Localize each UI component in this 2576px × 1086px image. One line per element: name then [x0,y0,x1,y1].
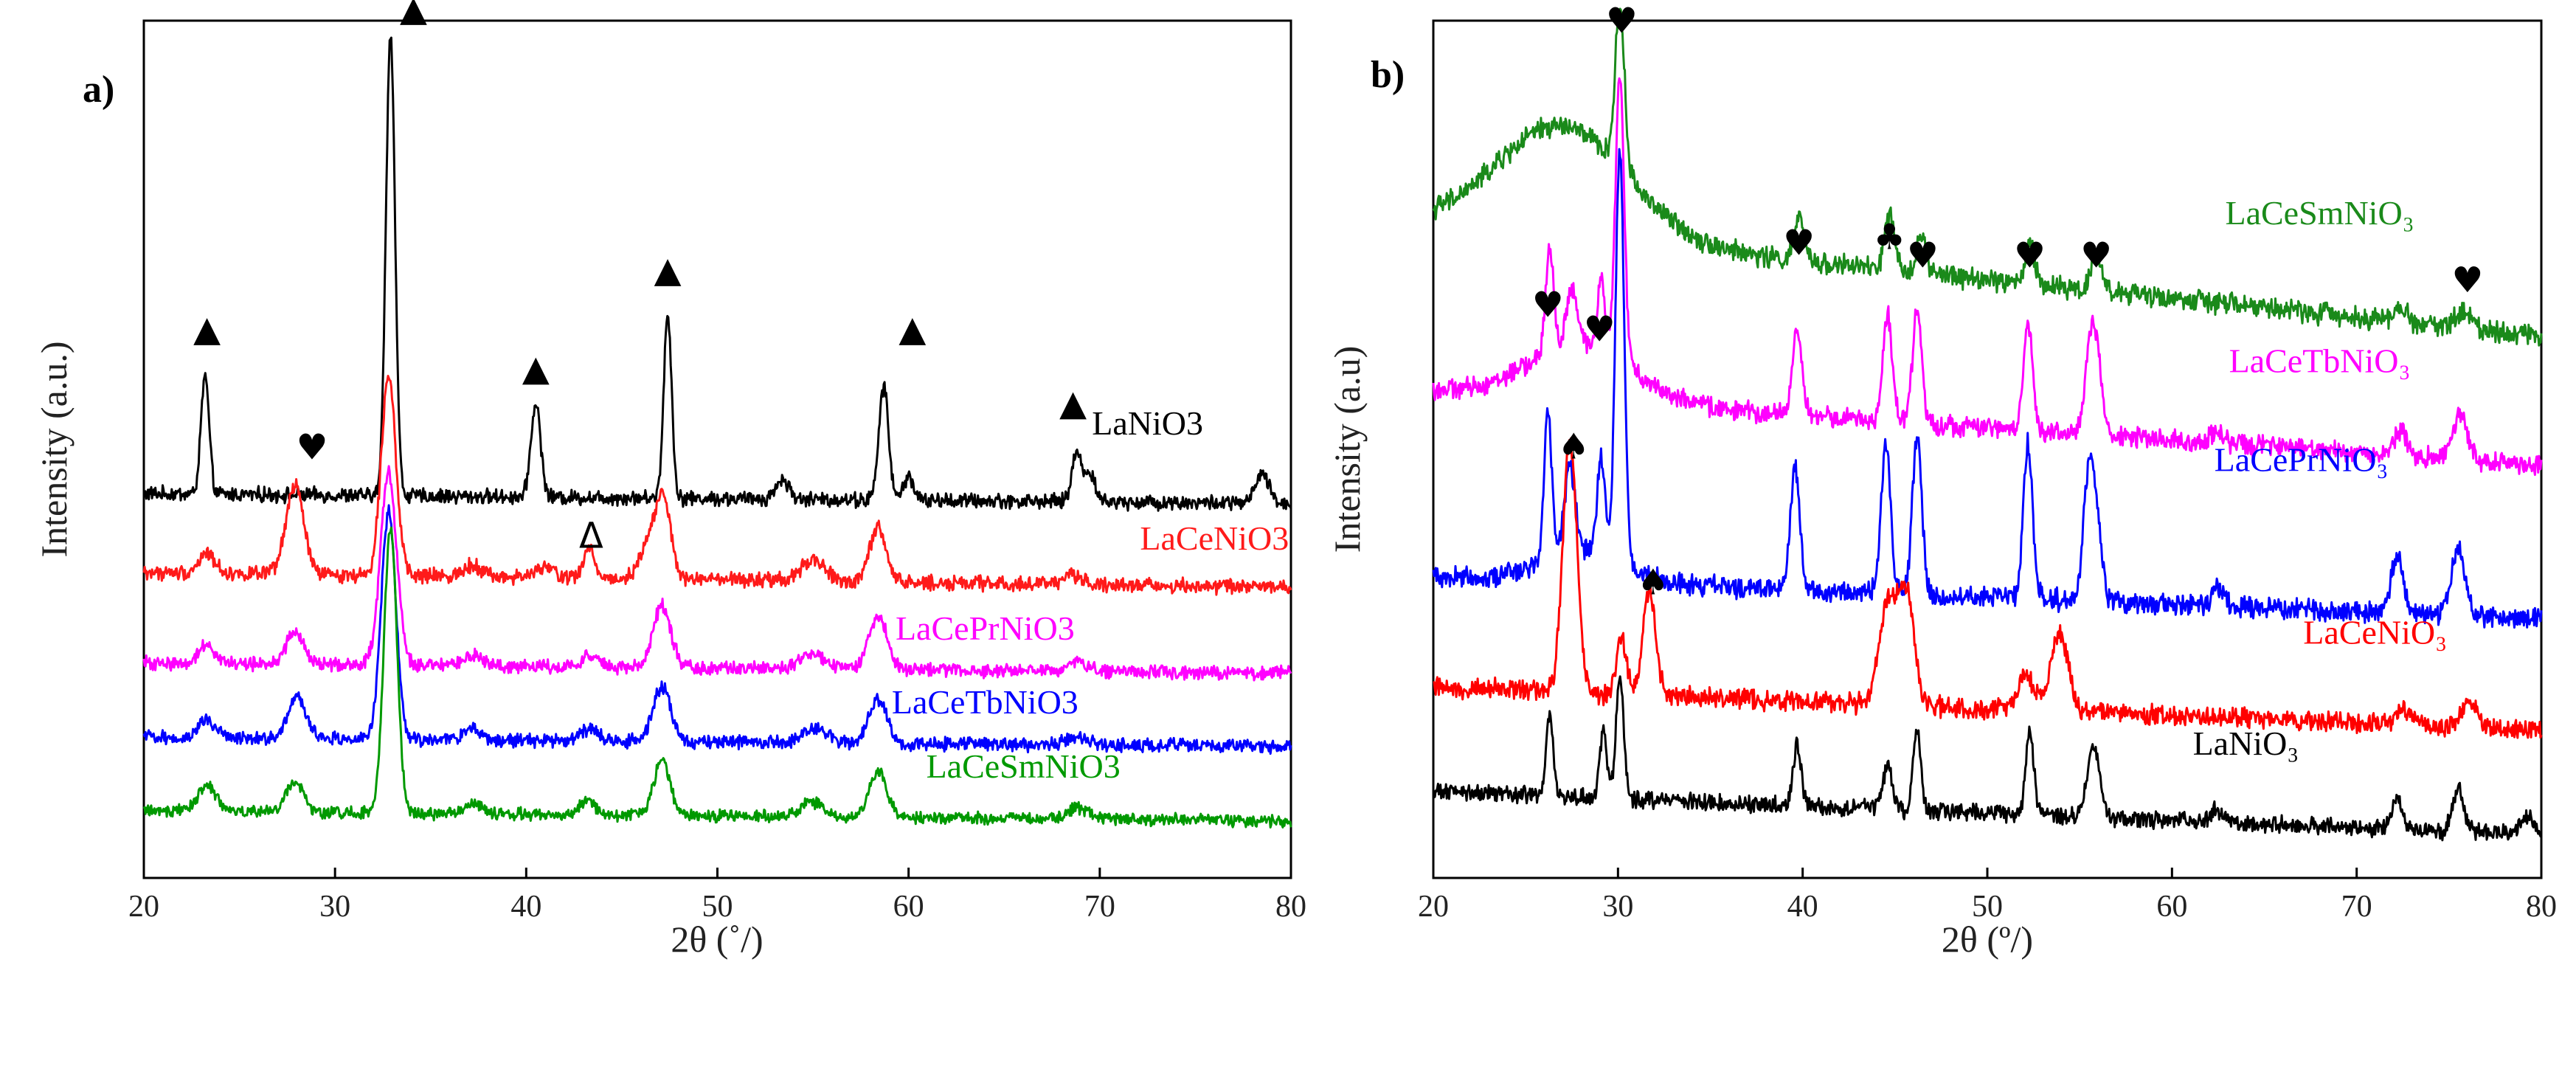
panel-a-x-ticks: 20 30 40 50 60 70 80 [128,868,1306,924]
series-label: LaCeSmNiO₃ [2225,194,2414,232]
peak-marker: ♥ [2451,260,2483,301]
panel-a-label: a) [83,69,114,111]
peak-marker: ♥ [1783,223,1815,264]
panel-a-x-axis-title: 2θ (˚/) [671,919,763,960]
peak-marker: ♥ [1584,309,1616,350]
peak-marker: ▲ [400,0,427,30]
peak-marker: ♠ [1558,426,1590,468]
series-line-lacetbnio- [1432,77,2543,477]
series-line-lacenio3 [142,375,1292,596]
peak-marker: ▲ [899,308,926,350]
panel-b-traces [1432,7,2543,842]
series-label: LaCeSmNiO3 [927,747,1121,785]
series-line-lacesmnio3 [142,526,1292,829]
peak-marker: ▲ [522,348,550,390]
peak-marker: ♥ [297,426,328,468]
series-label: LaCeTbNiO3 [892,683,1078,721]
x-tick-label: 80 [1275,890,1306,924]
series-line-lanio3 [142,36,1292,512]
panel-a-series-labels: LaNiO3 LaCeNiO3 LaCePrNiO3 LaCeTbNiO3 LaCeSm… [892,404,1289,785]
series-line-lacetbnio3 [142,504,1292,755]
x-tick-label: 50 [1972,890,2003,924]
panel-b-series-labels: LaCeSmNiO₃ LaCeTbNiO₃ LaCePrNiO₃ LaCeNiO₃ La… [2193,194,2448,762]
peak-marker: ♥ [2014,235,2046,276]
x-tick-label: 80 [2526,890,2557,924]
series-label: LaCePrNiO3 [896,609,1075,647]
x-tick-label: 60 [2156,890,2187,924]
panel-a-traces [142,36,1292,829]
x-tick-label: 30 [319,890,350,924]
series-label: LaCePrNiO₃ [2215,440,2389,478]
panel-b-peak-markers: ♥♥♥♥ ♣ ♥ ♥ ♥♥♠♠ [1532,1,2484,603]
peak-marker: ♣ [1874,216,1905,257]
series-line-laceprnio- [1432,148,2543,629]
series-label: LaCeNiO₃ [2303,613,2447,651]
panel-b-chart: b) 2θ (º/) Intensity (a.u) 20 30 40 50 60 70 8… [1326,1,2557,960]
x-tick-label: 20 [128,890,159,924]
peak-marker: ♥ [1532,284,1564,325]
x-tick-label: 70 [1084,890,1115,924]
peak-marker: ♥ [1606,1,1638,42]
x-tick-label: 20 [1418,890,1449,924]
peak-marker: ♥ [2080,235,2112,276]
series-label: LaCeTbNiO₃ [2229,342,2411,380]
panel-b-x-ticks: 20 30 40 50 60 70 80 [1418,868,2557,924]
panel-b-x-axis-title: 2θ (º/) [1942,919,2033,960]
x-tick-label: 40 [510,890,541,924]
series-line-laceprnio3 [142,465,1292,682]
peak-marker: ♠ [1637,561,1669,603]
series-line-lacenio- [1433,437,2543,739]
x-tick-label: 30 [1602,890,1633,924]
peak-marker: ▲ [1059,382,1087,423]
series-label: LaCeNiO3 [1140,519,1289,557]
x-tick-label: 60 [893,890,924,924]
x-tick-label: 50 [702,890,733,924]
series-label: LaNiO₃ [2193,724,2299,762]
series-line-lacesmnio- [1432,7,2543,347]
panel-a-chart: a) 2θ (˚/) Intensity (a.u.) 20 30 40 50 60 70… [33,0,1306,960]
peak-marker: Δ [579,516,603,557]
series-label: LaNiO3 [1092,404,1203,442]
x-tick-label: 70 [2341,890,2372,924]
series-line-lanio- [1432,675,2543,842]
peak-marker: ▲ [654,249,682,291]
panel-a-y-axis-title: Intensity (a.u.) [33,342,75,558]
panel-b-label: b) [1371,54,1405,96]
panel-b-y-axis-title: Intensity (a.u) [1326,346,1368,553]
peak-marker: ▲ [193,308,221,350]
x-tick-label: 40 [1787,890,1818,924]
panel-a-peak-markers: ▲ ▲ ▲ ▲ ▲ ▲ ♥ Δ [193,0,1087,557]
peak-marker: ♥ [1907,235,1939,276]
